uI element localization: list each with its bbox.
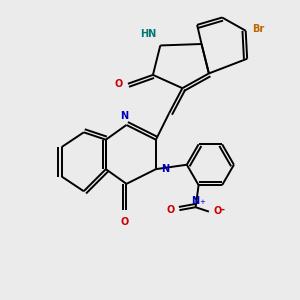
Text: O: O [114, 79, 123, 89]
Text: +: + [200, 199, 205, 205]
Text: O: O [167, 205, 175, 214]
Text: O: O [121, 217, 129, 227]
Text: Br: Br [252, 24, 264, 34]
Text: O: O [213, 206, 222, 216]
Text: N: N [120, 111, 128, 121]
Text: N: N [192, 196, 200, 206]
Text: -: - [220, 204, 224, 214]
Text: N: N [161, 164, 169, 174]
Text: HN: HN [140, 29, 157, 39]
